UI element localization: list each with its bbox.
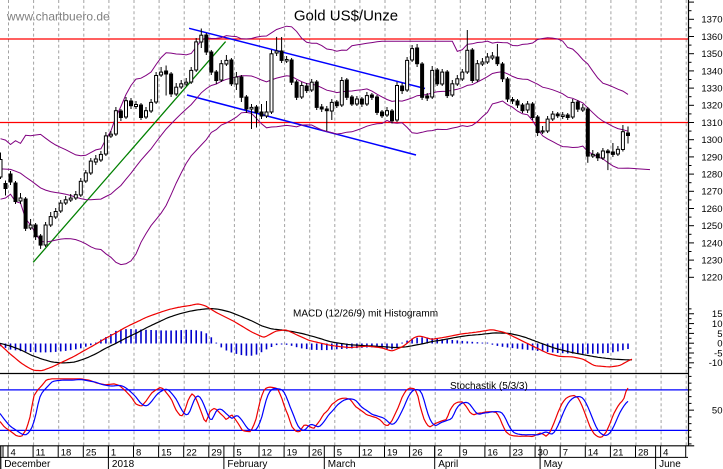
svg-text:-5: -5 (714, 348, 722, 359)
svg-text:22: 22 (186, 448, 197, 459)
svg-text:50: 50 (712, 406, 723, 417)
svg-text:19: 19 (387, 448, 398, 459)
svg-text:10: 10 (712, 319, 723, 330)
svg-text:4: 4 (663, 448, 668, 459)
svg-text:1360: 1360 (701, 32, 722, 43)
svg-text:2: 2 (437, 448, 442, 459)
svg-text:26: 26 (412, 448, 423, 459)
svg-text:May: May (544, 459, 563, 469)
svg-text:28: 28 (638, 448, 649, 459)
svg-text:1250: 1250 (701, 221, 722, 232)
svg-text:2018: 2018 (112, 459, 135, 469)
svg-text:Stochastik (5/3/3): Stochastik (5/3/3) (450, 381, 528, 392)
svg-text:23: 23 (513, 448, 524, 459)
svg-text:9: 9 (462, 448, 467, 459)
svg-text:11: 11 (36, 448, 46, 459)
svg-text:15: 15 (161, 448, 172, 459)
svg-text:1340: 1340 (701, 66, 722, 77)
svg-text:12: 12 (262, 448, 273, 459)
svg-text:8: 8 (136, 448, 141, 459)
svg-text:5: 5 (337, 448, 342, 459)
svg-text:1290: 1290 (701, 152, 722, 163)
svg-text:1270: 1270 (701, 187, 722, 198)
svg-text:5: 5 (236, 448, 241, 459)
svg-text:April: April (438, 459, 458, 469)
svg-text:25: 25 (86, 448, 97, 459)
svg-text:1280: 1280 (701, 170, 722, 181)
svg-text:MACD (12/26/9) mit Histogramm: MACD (12/26/9) mit Histogramm (293, 309, 438, 320)
svg-text:29: 29 (211, 448, 222, 459)
svg-text:26: 26 (312, 448, 323, 459)
svg-text:15: 15 (712, 309, 723, 320)
svg-text:14: 14 (588, 448, 599, 459)
svg-text:Gold US$/Unze: Gold US$/Unze (294, 7, 398, 24)
svg-text:5: 5 (717, 329, 722, 340)
svg-text:12: 12 (362, 448, 373, 459)
svg-text:June: June (659, 459, 681, 469)
svg-text:4: 4 (11, 448, 16, 459)
svg-text:16: 16 (487, 448, 498, 459)
svg-text:1240: 1240 (701, 238, 722, 249)
svg-text:1300: 1300 (701, 135, 722, 146)
svg-text:7: 7 (563, 448, 568, 459)
svg-text:February: February (227, 459, 267, 469)
svg-text:www.chartbuero.de: www.chartbuero.de (6, 10, 110, 24)
svg-text:1260: 1260 (701, 204, 722, 215)
svg-text:19: 19 (287, 448, 298, 459)
svg-text:1350: 1350 (701, 49, 722, 60)
svg-text:1230: 1230 (701, 256, 722, 267)
svg-text:18: 18 (61, 448, 72, 459)
svg-text:1: 1 (111, 448, 116, 459)
svg-text:30: 30 (538, 448, 549, 459)
svg-text:1320: 1320 (701, 101, 722, 112)
svg-text:March: March (328, 459, 356, 469)
svg-text:1370: 1370 (701, 15, 722, 26)
svg-text:1310: 1310 (701, 118, 722, 129)
svg-text:December: December (4, 459, 51, 469)
svg-text:-10: -10 (709, 358, 723, 369)
svg-text:1330: 1330 (701, 84, 722, 95)
svg-text:0: 0 (717, 339, 722, 350)
svg-text:1220: 1220 (701, 273, 722, 284)
svg-text:21: 21 (613, 448, 624, 459)
